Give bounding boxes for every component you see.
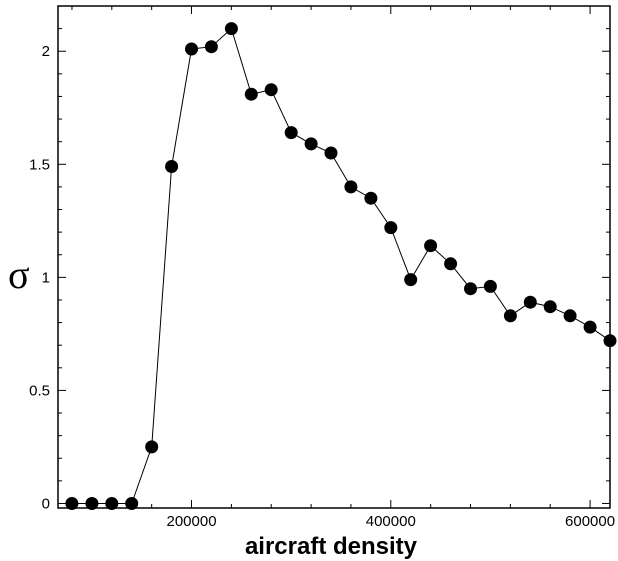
data-point xyxy=(563,309,577,323)
data-point xyxy=(583,320,597,334)
data-point xyxy=(204,40,218,54)
y-tick-label: 1 xyxy=(42,269,50,286)
y-tick-label: 0.5 xyxy=(29,382,50,399)
data-point xyxy=(185,42,198,56)
data-point xyxy=(404,273,418,287)
data-point xyxy=(523,295,537,309)
data-point xyxy=(364,191,378,205)
data-point xyxy=(503,309,517,323)
x-axis-ticks: 200000 400000 600000 xyxy=(71,6,615,530)
data-point xyxy=(264,83,278,97)
x-tick-label: 600000 xyxy=(565,513,615,530)
data-point xyxy=(85,497,99,510)
data-point xyxy=(344,180,358,194)
data-point xyxy=(244,87,258,101)
data-point xyxy=(324,146,338,160)
data-point xyxy=(125,497,139,510)
data-point xyxy=(304,137,318,151)
data-point xyxy=(444,257,458,271)
data-point xyxy=(384,221,398,235)
y-axis-ticks: 0 0.5 1 1.5 2 xyxy=(29,28,610,512)
data-point xyxy=(464,282,477,296)
x-tick-label: 200000 xyxy=(166,513,216,530)
data-point xyxy=(224,22,238,36)
series-line xyxy=(71,27,611,504)
y-axis-title: σ xyxy=(8,252,30,297)
data-point xyxy=(165,160,179,173)
data-point xyxy=(284,126,298,140)
x-tick-label: 400000 xyxy=(366,513,416,530)
y-tick-label: 1.5 xyxy=(29,156,50,173)
data-point xyxy=(105,497,119,510)
data-point xyxy=(603,334,617,348)
x-axis-title: aircraft density xyxy=(245,533,418,560)
plot-frame xyxy=(57,5,611,509)
data-point xyxy=(145,440,159,454)
data-point xyxy=(65,497,79,510)
y-tick-label: 0 xyxy=(42,495,50,512)
data-point xyxy=(424,239,438,253)
data-point xyxy=(483,279,497,293)
series-markers xyxy=(65,22,617,510)
y-tick-label: 2 xyxy=(42,43,50,60)
data-point xyxy=(543,300,557,314)
